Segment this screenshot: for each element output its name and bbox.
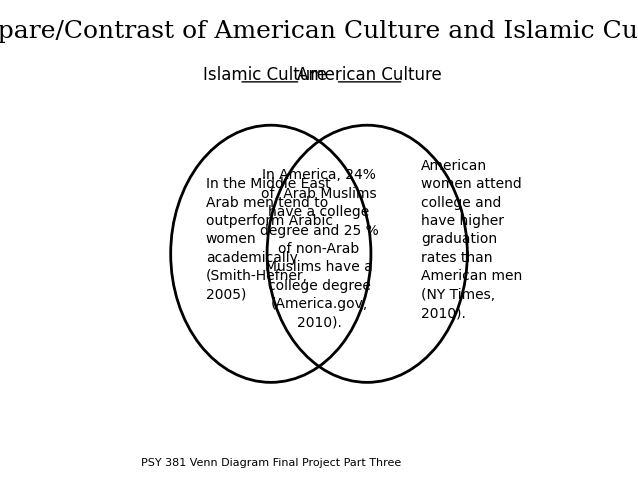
- Text: Compare/Contrast of American Culture and Islamic Culture: Compare/Contrast of American Culture and…: [0, 21, 638, 44]
- Text: American
women attend
college and
have higher
graduation
rates than
American men: American women attend college and have h…: [421, 159, 523, 320]
- Text: In America, 24%
of  Arab Muslims
have a college
degree and 25 %
of non-Arab
Musl: In America, 24% of Arab Muslims have a c…: [260, 169, 378, 330]
- Text: American Culture: American Culture: [297, 66, 441, 84]
- Text: In the Middle East
Arab men tend to
outperform Arabic
women
academically
(Smith-: In the Middle East Arab men tend to outp…: [206, 177, 333, 302]
- Text: PSY 381 Venn Diagram Final Project Part Three: PSY 381 Venn Diagram Final Project Part …: [141, 458, 401, 468]
- Text: Islamic Culture: Islamic Culture: [204, 66, 327, 84]
